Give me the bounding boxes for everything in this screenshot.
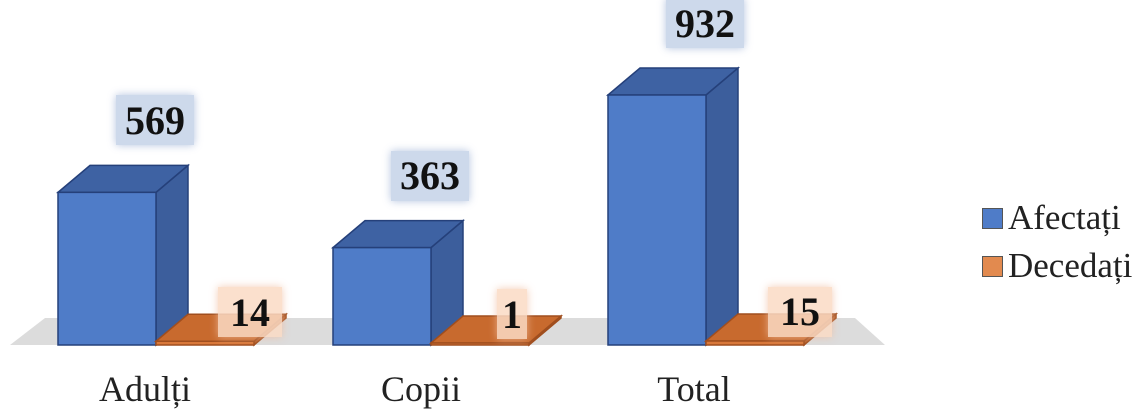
legend-label-decedati: Decedați <box>1008 246 1133 285</box>
bar-afectati-copii <box>330 219 466 347</box>
legend-item-afectati: Afectați <box>982 198 1121 238</box>
category-label-total: Total <box>657 369 731 409</box>
bar-afectati-total-side <box>705 66 739 347</box>
data-label-decedati-adulti: 14 <box>218 287 282 338</box>
bar-afectati-copii-front <box>332 246 432 346</box>
legend-swatch-afectati <box>982 207 1003 229</box>
data-label-afectati-copii: 363 <box>391 150 469 201</box>
legend-swatch-decedati <box>982 255 1003 277</box>
legend-item-decedati: Decedați <box>982 246 1132 286</box>
data-label-afectati-adulti: 569 <box>116 95 194 146</box>
data-label-decedati-copii: 1 <box>497 289 527 339</box>
bar-decedati-total-front <box>705 340 805 346</box>
bar-decedati-copii-front <box>430 342 530 346</box>
bar-afectati-adulti <box>55 163 191 347</box>
bar-decedati-adulti-front <box>155 340 255 346</box>
bar-decedati-copii <box>428 314 564 347</box>
category-label-copii: Copii <box>380 369 461 409</box>
bar-afectati-total <box>605 66 741 347</box>
category-label-adulti: Adulți <box>98 369 191 409</box>
bar-afectati-total-front <box>607 94 707 346</box>
data-label-afectati-total: 932 <box>666 0 744 49</box>
bar-afectati-adulti-front <box>57 191 157 346</box>
data-label-decedati-total: 15 <box>768 286 832 337</box>
legend-label-afectati: Afectați <box>1008 198 1121 237</box>
